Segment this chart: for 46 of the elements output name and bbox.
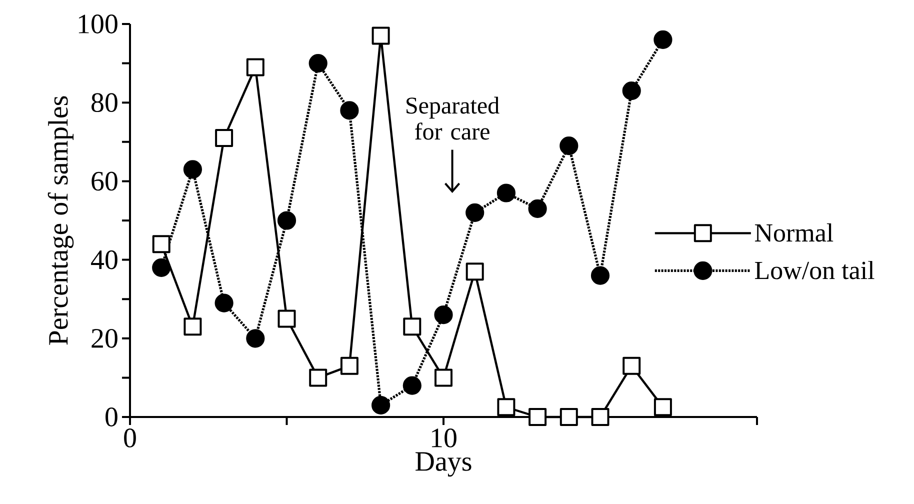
point [622, 356, 641, 375]
point [278, 310, 296, 328]
point [246, 329, 265, 348]
point [184, 318, 202, 336]
x-tick-label: 10 [432, 428, 456, 448]
point [215, 128, 234, 147]
point [246, 58, 264, 76]
y-tick-label: 60 [92, 172, 118, 191]
y-tick-label: 0 [106, 408, 118, 426]
annotation: Separated for care [406, 96, 500, 140]
point [528, 408, 547, 426]
point [309, 368, 328, 387]
point [434, 368, 452, 387]
legend-label: Normal [754, 223, 834, 242]
x-axis-title: Days [416, 452, 472, 477]
y-axis-title: Percentage of samples [48, 96, 74, 345]
point [622, 82, 641, 100]
y-tick-label: 80 [92, 93, 118, 112]
point [183, 160, 202, 179]
point [654, 398, 672, 416]
y-tick-label: 40 [91, 250, 118, 270]
point [372, 26, 390, 45]
point [591, 408, 610, 426]
y-tick-label: 100 [78, 14, 118, 34]
point [277, 211, 296, 230]
point [214, 294, 234, 312]
point [152, 235, 170, 254]
point [402, 376, 422, 395]
point [466, 203, 484, 222]
point [152, 258, 171, 277]
point [403, 318, 422, 336]
legend-label: Low/on tail [754, 260, 874, 280]
point [308, 54, 328, 73]
point [560, 408, 578, 426]
y-tick-label: 20 [92, 328, 118, 348]
point [497, 398, 516, 416]
point [496, 184, 516, 202]
point [466, 262, 484, 281]
point [590, 266, 610, 285]
point [654, 30, 672, 50]
point [340, 356, 358, 375]
point [528, 199, 547, 218]
point [372, 396, 390, 415]
point [434, 306, 453, 324]
point [560, 136, 578, 156]
point [340, 101, 359, 120]
